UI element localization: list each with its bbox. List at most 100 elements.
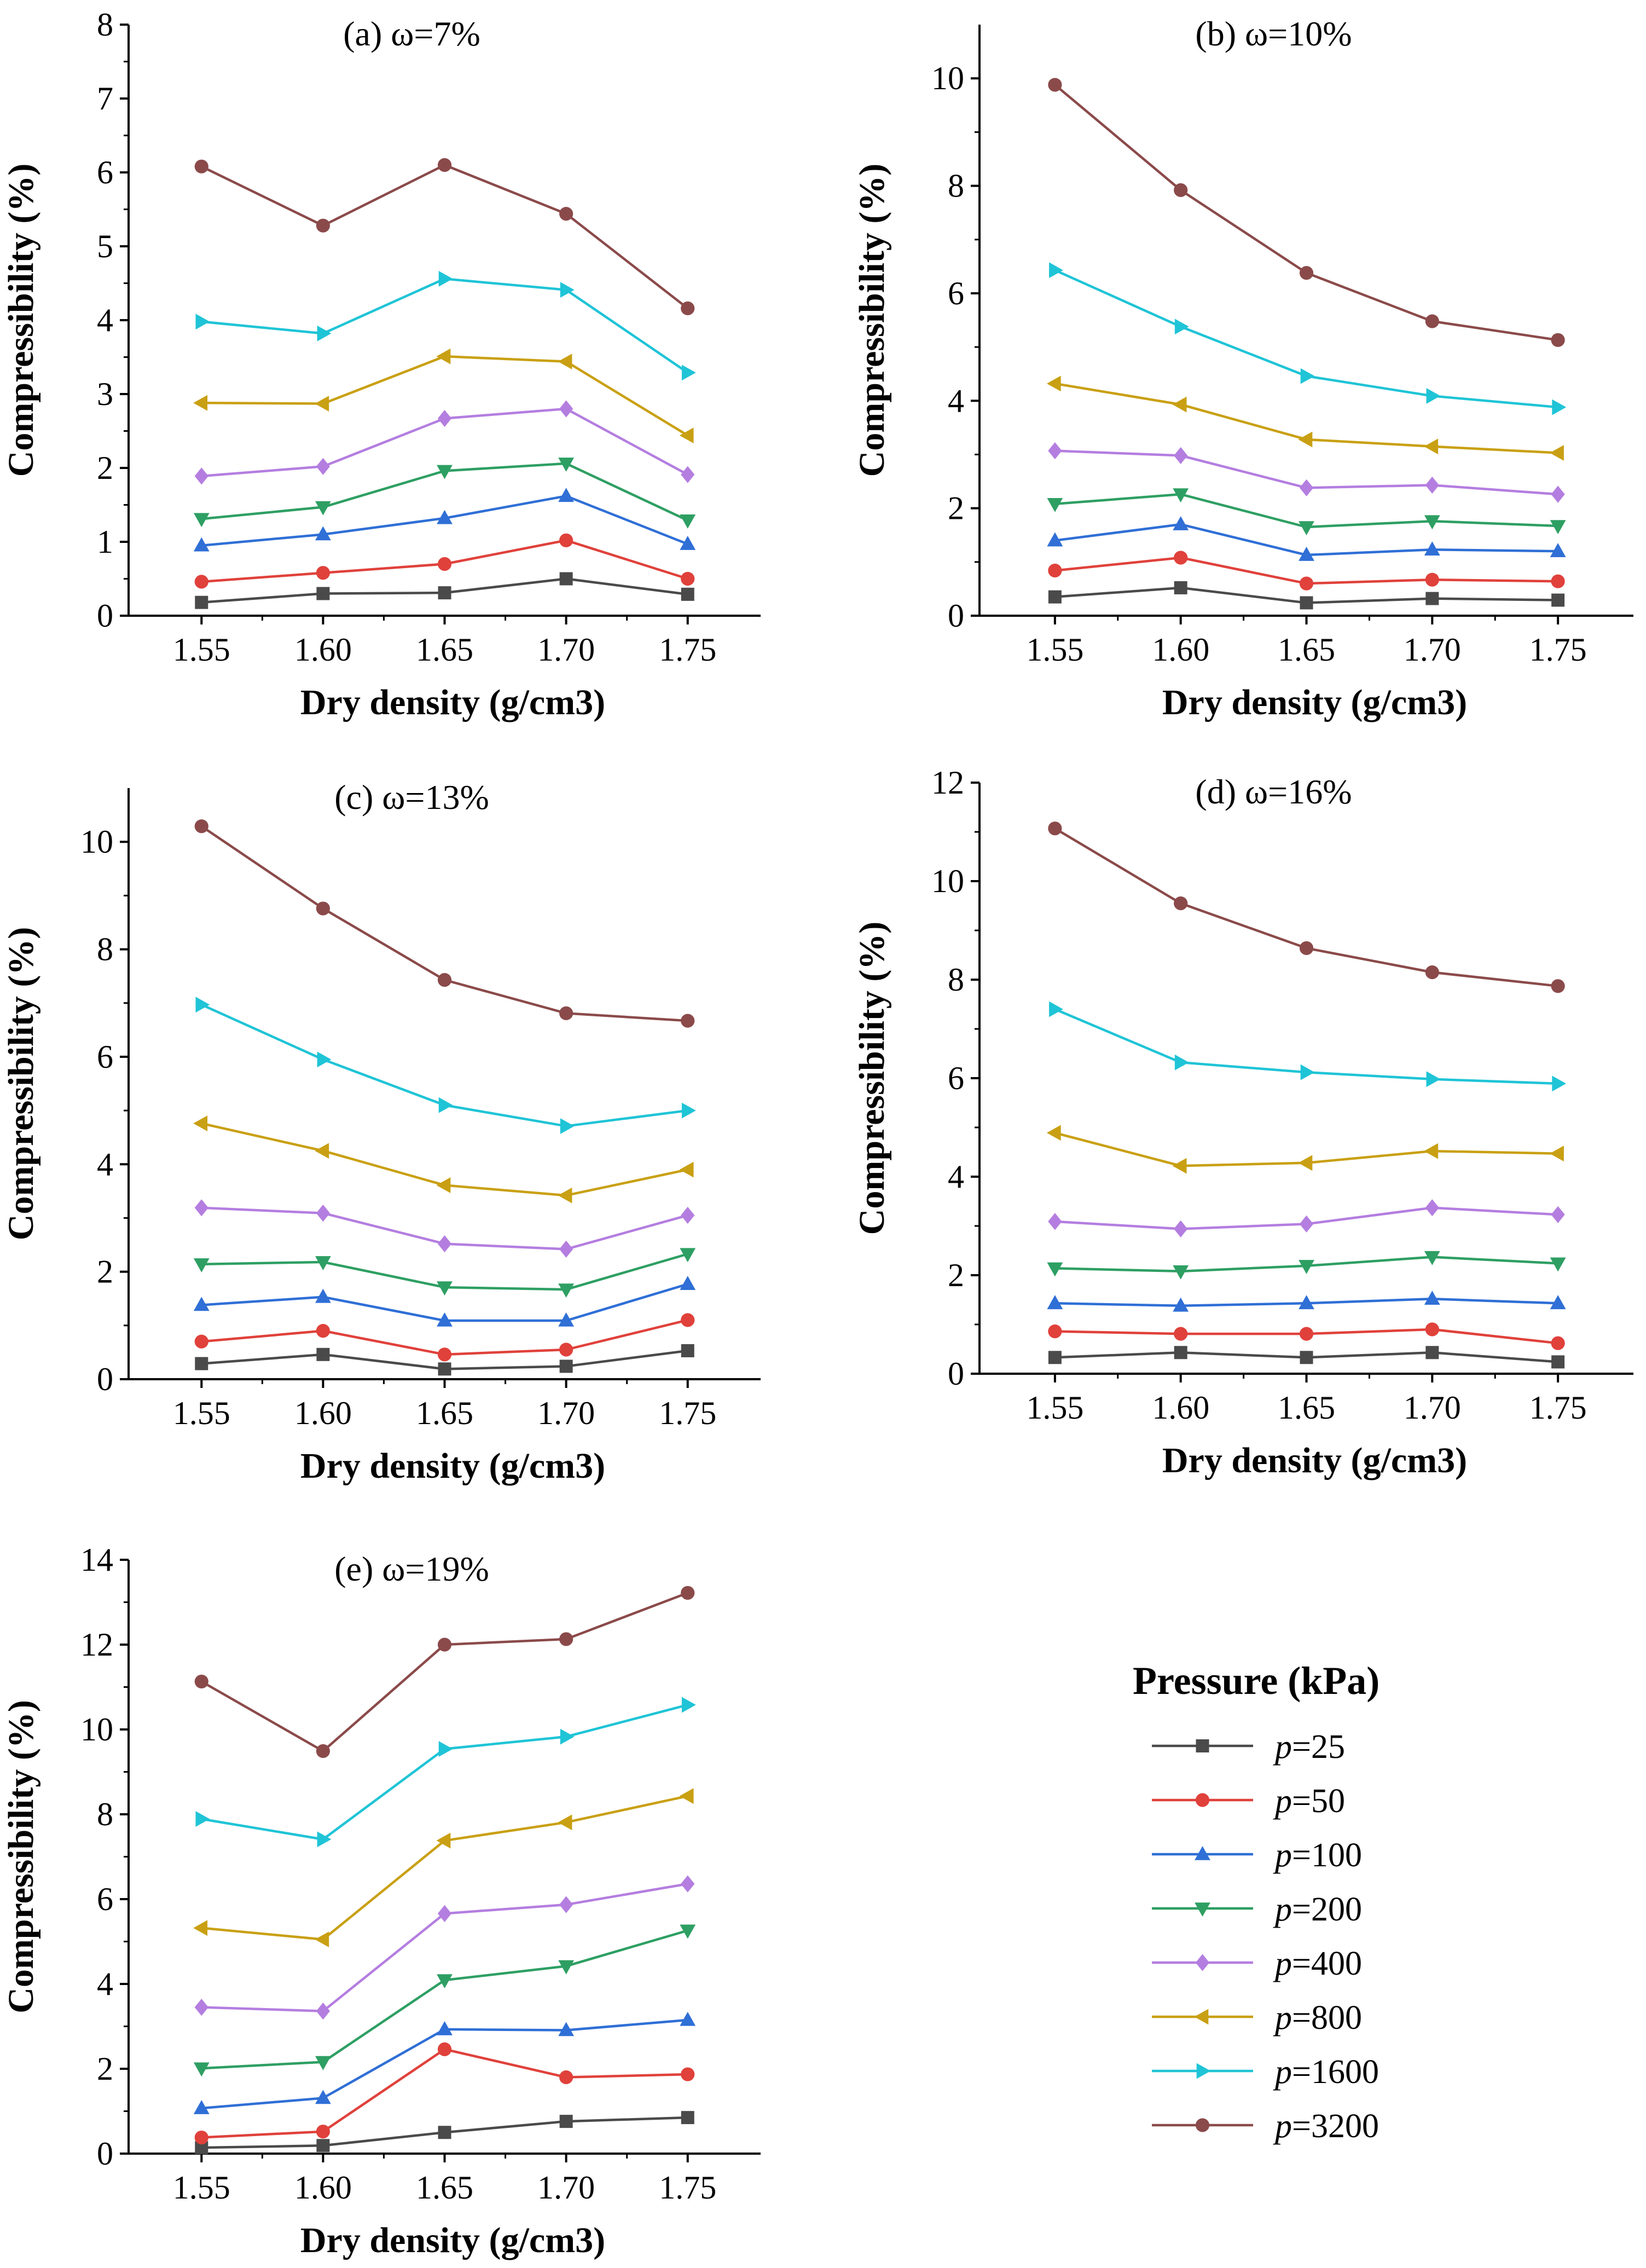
data-point [193, 2062, 210, 2077]
series-line [201, 1592, 688, 1752]
y-tick-label: 8 [97, 7, 113, 43]
data-point [1299, 479, 1314, 496]
y-tick-label: 4 [948, 383, 964, 419]
data-point [438, 1362, 451, 1376]
series-line [201, 825, 688, 1022]
data-point [1173, 1297, 1189, 1312]
legend-marker [1195, 1846, 1210, 1860]
data-point [559, 1240, 573, 1258]
data-point [194, 2130, 208, 2145]
data-point [559, 1896, 573, 1913]
data-point [1550, 543, 1566, 557]
data-point [1049, 1001, 1063, 1017]
data-point [1174, 551, 1188, 565]
data-point [1048, 78, 1062, 92]
data-point [317, 1831, 332, 1848]
data-point [1552, 399, 1567, 415]
panel-title: (a) ω=7% [343, 14, 480, 53]
data-point [1425, 476, 1439, 494]
x-tick-label: 1.70 [537, 2169, 595, 2206]
x-axis-title: Dry density (g/cm3) [300, 1446, 605, 1486]
legend-value: =25 [1292, 1728, 1345, 1766]
legend-var: p [1273, 2108, 1292, 2145]
data-point [315, 526, 331, 541]
legend-label: p=800 [1273, 1999, 1362, 2036]
legend-marker [1194, 2009, 1209, 2025]
data-point [1174, 581, 1187, 594]
series-p=1600 [195, 997, 696, 1134]
legend-item-400: p=400 [1152, 1945, 1362, 1982]
data-point [436, 348, 451, 364]
legend-value: =50 [1292, 1783, 1345, 1820]
y-tick-label: 8 [948, 962, 964, 998]
data-point [679, 1161, 694, 1178]
legend-var: p [1273, 1837, 1292, 1874]
data-point [681, 2067, 695, 2081]
x-tick-label: 1.60 [294, 1395, 352, 1431]
data-point [1046, 1125, 1061, 1141]
series-p=50 [194, 1313, 695, 1362]
series-p=400 [194, 1875, 695, 2020]
series-p=50 [194, 533, 695, 589]
series-line [201, 1703, 688, 1841]
data-point [316, 1744, 330, 1758]
data-point [1047, 1262, 1063, 1277]
series-p=25 [195, 572, 694, 609]
y-axis-title: Compressibility (%) [852, 922, 892, 1235]
data-point [1174, 183, 1188, 197]
data-point [315, 1143, 329, 1159]
legend-value: =3200 [1292, 2108, 1379, 2145]
data-point [558, 488, 575, 502]
data-point [1299, 1327, 1314, 1341]
data-point [437, 465, 453, 479]
data-point [315, 2090, 331, 2104]
data-point [194, 1674, 208, 1689]
data-point [1552, 1075, 1567, 1092]
series-p=800 [193, 348, 694, 443]
data-point [1424, 1291, 1440, 1305]
data-point [193, 1115, 208, 1132]
data-point [1425, 1199, 1439, 1217]
data-point [559, 533, 573, 547]
series-p=1600 [1049, 1001, 1567, 1092]
series-p=200 [193, 1248, 696, 1298]
data-point [437, 1235, 452, 1253]
y-tick-label: 12 [80, 1627, 113, 1663]
panel-title: (c) ω=13% [334, 778, 489, 817]
data-point [1425, 314, 1439, 328]
data-point [438, 1741, 453, 1757]
data-point [1551, 1206, 1565, 1223]
y-tick-label: 3 [97, 376, 113, 412]
series-p=1600 [195, 1697, 696, 1848]
data-point [1426, 388, 1441, 404]
x-tick-label: 1.55 [173, 632, 230, 668]
data-point [1424, 1251, 1440, 1265]
data-point [437, 1347, 452, 1362]
x-tick-label: 1.65 [1278, 1390, 1335, 1426]
legend-label: p=400 [1273, 1945, 1362, 1982]
x-tick-label: 1.75 [659, 2169, 716, 2206]
data-point [681, 466, 695, 483]
y-axis-title: Compressibility (%) [1, 164, 41, 477]
data-point [315, 396, 329, 412]
data-point [558, 1283, 575, 1298]
x-tick-label: 1.60 [1152, 1390, 1209, 1426]
data-point [436, 1177, 451, 1193]
x-tick-label: 1.70 [537, 632, 595, 668]
x-tick-label: 1.55 [173, 2169, 230, 2206]
data-point [1174, 1054, 1189, 1071]
data-point [1173, 516, 1189, 530]
data-point [558, 458, 575, 472]
data-point [1298, 431, 1313, 448]
series-p=800 [193, 1788, 694, 1948]
data-point [315, 1931, 329, 1948]
data-point [1174, 896, 1188, 911]
y-tick-label: 5 [97, 228, 113, 264]
series-p=200 [1047, 1251, 1566, 1280]
data-point [681, 1344, 694, 1357]
y-tick-label: 0 [948, 1356, 964, 1392]
data-point [680, 1248, 696, 1263]
data-point [1425, 965, 1439, 980]
